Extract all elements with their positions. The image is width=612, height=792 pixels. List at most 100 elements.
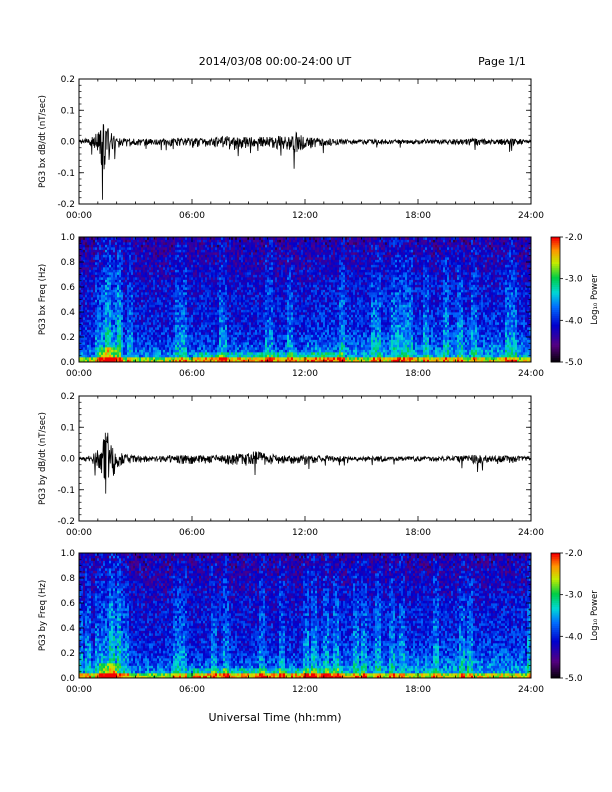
spectrogram-cell (105, 239, 108, 243)
spectrogram-cell (137, 249, 140, 253)
spectrogram-cell (121, 259, 124, 263)
spectrogram-cell (135, 249, 138, 253)
spectrogram-cell (181, 304, 184, 308)
spectrogram-cell (149, 264, 152, 268)
spectrogram-cell (195, 284, 198, 288)
spectrogram-cell (151, 277, 154, 280)
spectrogram-cell (99, 354, 102, 358)
spectrogram-cell (175, 262, 178, 265)
spectrogram-cell (133, 302, 136, 305)
spectrogram-cell (231, 259, 234, 263)
spectrogram-cell (249, 322, 252, 325)
spectrogram-cell (157, 352, 160, 355)
spectrogram-cell (261, 294, 264, 298)
spectrogram-cell (227, 239, 230, 243)
spectrogram-cell (79, 239, 82, 243)
spectrogram-cell (237, 349, 240, 353)
spectrogram-cell (231, 267, 234, 270)
spectrogram-cell (167, 317, 170, 320)
spectrogram-cell (257, 297, 260, 300)
spectrogram-cell (81, 259, 84, 263)
spectrogram-cell (239, 244, 242, 248)
spectrogram-cell (109, 264, 112, 268)
spectrogram-cell (123, 334, 126, 338)
spectrogram-cell (253, 334, 256, 338)
spectrogram-cell (251, 244, 254, 248)
spectrogram-cell (223, 254, 226, 258)
spectrogram-cell (127, 289, 130, 293)
spectrogram-cell (143, 359, 146, 363)
spectrogram-cell (83, 287, 86, 290)
spectrogram-cell (135, 304, 138, 308)
spectrogram-cell (221, 357, 224, 360)
spectrogram-cell (95, 352, 98, 355)
spectrogram-cell (85, 332, 88, 335)
spectrogram-cell (251, 262, 254, 265)
spectrogram-cell (183, 302, 186, 305)
spectrogram-cell (159, 257, 162, 260)
spectrogram-cell (211, 292, 214, 295)
spectrogram-cell (85, 319, 88, 323)
spectrogram-cell (189, 247, 192, 250)
spectrogram-cell (237, 294, 240, 298)
spectrogram-cell (159, 252, 162, 255)
spectrogram-cell (173, 322, 176, 325)
spectrogram-cell (149, 322, 152, 325)
spectrogram-cell (161, 324, 164, 328)
spectrogram-cell (271, 237, 274, 240)
spectrogram-cell (247, 294, 250, 298)
spectrogram-cell (229, 249, 232, 253)
spectrogram-cell (213, 319, 216, 323)
spectrogram-cell (113, 264, 116, 268)
spectrogram-cell (83, 252, 86, 255)
spectrogram-cell (99, 289, 102, 293)
spectrogram-cell (137, 269, 140, 273)
spectrogram-cell (83, 342, 86, 345)
spectrogram-cell (267, 249, 270, 253)
spectrogram-cell (223, 294, 226, 298)
spectrogram-cell (243, 322, 246, 325)
spectrogram-cell (145, 332, 148, 335)
spectrogram-cell (105, 347, 108, 350)
spectrogram-cell (135, 359, 138, 363)
spectrogram-cell (233, 304, 236, 308)
spectrogram-cell (171, 357, 174, 360)
spectrogram-cell (269, 279, 272, 283)
spectrogram-cell (253, 242, 256, 245)
spectrogram-cell (117, 254, 120, 258)
spectrogram-cell (201, 247, 204, 250)
spectrogram-cell (203, 247, 206, 250)
spectrogram-cell (237, 299, 240, 303)
spectrogram-cell (235, 337, 238, 340)
spectrogram-cell (147, 337, 150, 340)
spectrogram-cell (173, 269, 176, 273)
spectrogram-cell (229, 332, 232, 335)
spectrogram-cell (241, 259, 244, 263)
spectrogram-cell (123, 297, 126, 300)
spectrogram-cell (245, 324, 248, 328)
spectrogram-cell (115, 277, 118, 280)
spectrogram-cell (237, 354, 240, 358)
spectrogram-cell (195, 257, 198, 260)
spectrogram-cell (101, 352, 104, 355)
spectrogram-cell (183, 259, 186, 263)
spectrogram-cell (181, 264, 184, 268)
spectrogram-cell (263, 249, 266, 253)
spectrogram-cell (225, 317, 228, 320)
spectrogram-cell (147, 252, 150, 255)
spectrogram-cell (249, 242, 252, 245)
spectrogram-cell (225, 237, 228, 240)
spectrogram-cell (87, 257, 90, 260)
spectrogram-cell (163, 252, 166, 255)
spectrogram-cell (91, 282, 94, 285)
spectrogram-cell (207, 257, 210, 260)
spectrogram-cell (225, 254, 228, 258)
spectrogram-cell (147, 272, 150, 275)
spectrogram-cell (135, 327, 138, 330)
spectrogram-cell (103, 259, 106, 263)
spectrogram-cell (211, 269, 214, 273)
spectrogram-cell (185, 339, 188, 343)
spectrogram-cell (119, 282, 122, 285)
spectrogram-cell (157, 247, 160, 250)
spectrogram-cell (249, 324, 252, 328)
